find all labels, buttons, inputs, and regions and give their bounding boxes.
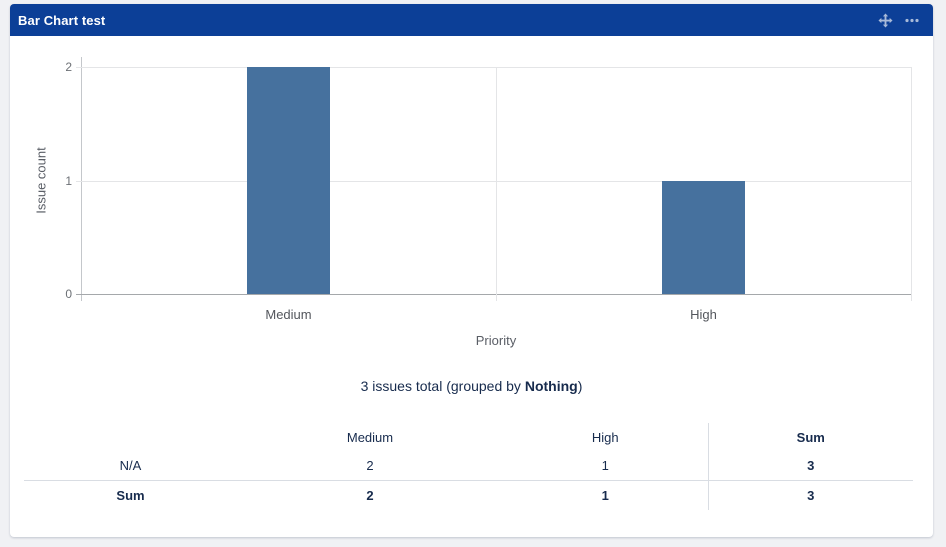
table-header-cell [24, 423, 237, 452]
x-axis-title: Priority [475, 333, 517, 348]
bar-high[interactable] [662, 180, 745, 294]
table-cell-sum: 3 [707, 479, 913, 510]
y-axis-tick-label: 0 [65, 287, 72, 301]
gadget-header-actions [878, 12, 920, 28]
y-axis-line [81, 57, 82, 301]
table-cell-sum: 3 [707, 452, 913, 480]
table-cell: 2 [237, 479, 503, 510]
table-cell: 2 [366, 458, 374, 474]
horizontal-gridline [76, 180, 911, 182]
vertical-gridline [911, 67, 912, 301]
y-axis-tick-label: 2 [65, 60, 72, 74]
horizontal-gridline [76, 67, 911, 68]
table-header-row: Medium High Sum [24, 423, 913, 452]
ellipsis-icon[interactable] [904, 13, 920, 28]
bar-medium[interactable] [247, 67, 330, 294]
bar-chart-plot-area: Issue count Priority 0 1 2 Medium High [10, 4, 933, 537]
table-header-cell: High [591, 430, 619, 445]
category-label: High [690, 307, 717, 322]
gadget-title: Bar Chart test [18, 12, 106, 28]
summary-group-by: Nothing [524, 378, 578, 394]
results-table: Medium High Sum N/A 2 1 3 Sum 2 1 3 [24, 423, 913, 510]
table-header-cell: Medium [346, 430, 394, 445]
table-header-cell-sum: Sum [707, 423, 913, 452]
x-axis-line [76, 294, 912, 295]
table-cell: 1 [601, 458, 609, 474]
gadget-header: Bar Chart test [10, 4, 933, 36]
table-row-label: Sum [24, 479, 237, 510]
table-row-label: N/A [119, 458, 142, 474]
summary-text-before: 3 issues total (grouped by [360, 378, 525, 394]
category-label: Medium [265, 307, 312, 322]
y-axis-tick-label: 1 [65, 173, 72, 188]
issues-total-summary: 3 issues total (grouped by Nothing) [10, 378, 933, 398]
vertical-gridline [496, 67, 497, 301]
move-icon[interactable] [878, 12, 893, 28]
table-row: N/A 2 1 3 [24, 452, 913, 480]
table-cell: 1 [503, 479, 708, 510]
table-row-sum: Sum 2 1 3 [24, 479, 913, 510]
summary-text-after: ) [577, 378, 583, 394]
